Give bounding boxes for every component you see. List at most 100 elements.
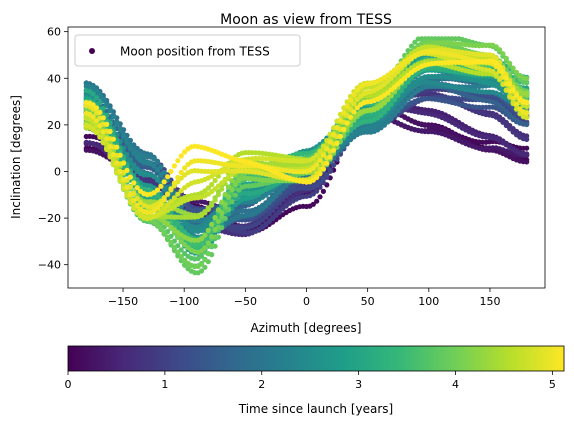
scatter-point (500, 105, 506, 111)
scatter-point (500, 119, 506, 125)
scatter-point (165, 234, 171, 240)
scatter-point (154, 167, 161, 173)
scatter-point (507, 112, 513, 118)
scatter-point (385, 105, 391, 111)
scatter-point (524, 80, 530, 86)
scatter-point (229, 199, 235, 205)
scatter-point (524, 136, 530, 142)
scatter-point (151, 163, 157, 169)
scatter-point (503, 55, 509, 61)
scatter-points (83, 36, 530, 276)
scatter-point (110, 114, 116, 120)
scatter-point (107, 108, 113, 114)
scatter-point (205, 227, 211, 233)
scatter-point (320, 188, 326, 194)
scatter-point (202, 245, 208, 251)
scatter-point (215, 207, 221, 213)
scatter-point (324, 172, 330, 178)
scatter-point (331, 162, 337, 168)
scatter-point (524, 159, 530, 165)
scatter-point (134, 154, 140, 160)
scatter-point (127, 157, 133, 163)
scatter-point (175, 249, 181, 255)
scatter-point (131, 162, 137, 168)
scatter-point (524, 121, 530, 128)
scatter-point (168, 239, 174, 245)
scatter-point (93, 95, 100, 101)
scatter-point (114, 121, 120, 127)
scatter-point (222, 191, 228, 197)
scatter-point (263, 203, 269, 209)
scatter-point (117, 127, 123, 133)
scatter-point (202, 257, 208, 263)
chart-title: Moon as view from TESS (220, 12, 392, 28)
scatter-point (500, 51, 506, 57)
scatter-point (317, 179, 323, 186)
scatter-point (266, 211, 272, 217)
scatter-point (408, 82, 415, 88)
scatter-point (392, 112, 398, 118)
scatter-point (276, 209, 282, 215)
scatter-point (205, 251, 211, 257)
scatter-point (503, 108, 509, 114)
scatter-point (266, 199, 272, 205)
scatter-point (524, 75, 530, 81)
scatter-point (273, 193, 279, 199)
scatter-point (310, 201, 316, 207)
scatter-point (202, 232, 208, 238)
scatter-point (276, 189, 282, 195)
scatter-point (154, 159, 161, 165)
scatter-point (273, 212, 279, 218)
scatter-point (151, 156, 157, 162)
scatter-point (158, 225, 164, 231)
scatter-point (209, 221, 215, 227)
scatter-point (232, 192, 238, 198)
scatter-point (405, 96, 411, 102)
scatter-point (127, 145, 133, 151)
scatter-point (381, 122, 387, 128)
scatter-point (161, 229, 167, 236)
scatter-point (209, 234, 215, 240)
scatter-point (283, 182, 289, 188)
scatter-point (395, 108, 401, 114)
scatter-point (408, 93, 415, 99)
scatter-point (151, 174, 157, 180)
scatter-point (510, 65, 516, 71)
scatter-point (182, 220, 188, 227)
scatter-point (280, 186, 286, 192)
scatter-point (104, 102, 110, 108)
scatter-point (280, 206, 286, 212)
scatter-point (219, 199, 225, 205)
scatter-point (175, 220, 181, 226)
scatter-point (314, 188, 320, 194)
scatter-point (266, 219, 272, 225)
scatter-point (171, 244, 177, 250)
scatter-point (270, 196, 276, 202)
scatter-point (154, 177, 161, 183)
scatter-point (320, 176, 326, 182)
scatter-point (124, 140, 130, 146)
scatter-point (327, 167, 333, 173)
scatter-point (198, 261, 205, 267)
scatter-point (503, 122, 509, 129)
scatter-point (507, 60, 513, 66)
scatter-point (205, 240, 211, 246)
scatter-point (317, 194, 323, 200)
scatter-point (90, 91, 96, 97)
scatter-point (121, 134, 127, 140)
scatter-point (100, 96, 106, 102)
scatter-point (388, 101, 394, 107)
scatter-point (212, 226, 218, 232)
scatter-point (524, 145, 530, 151)
scatter-point (398, 104, 404, 110)
scatter-point (524, 151, 530, 157)
scatter-point (270, 216, 276, 222)
scatter-point (402, 100, 408, 106)
scatter-point (212, 214, 218, 221)
scatter-point (314, 198, 320, 204)
scatter-point (97, 99, 103, 106)
scatter-point (263, 214, 269, 220)
scatter-point (131, 150, 137, 156)
scatter-point (158, 171, 164, 178)
